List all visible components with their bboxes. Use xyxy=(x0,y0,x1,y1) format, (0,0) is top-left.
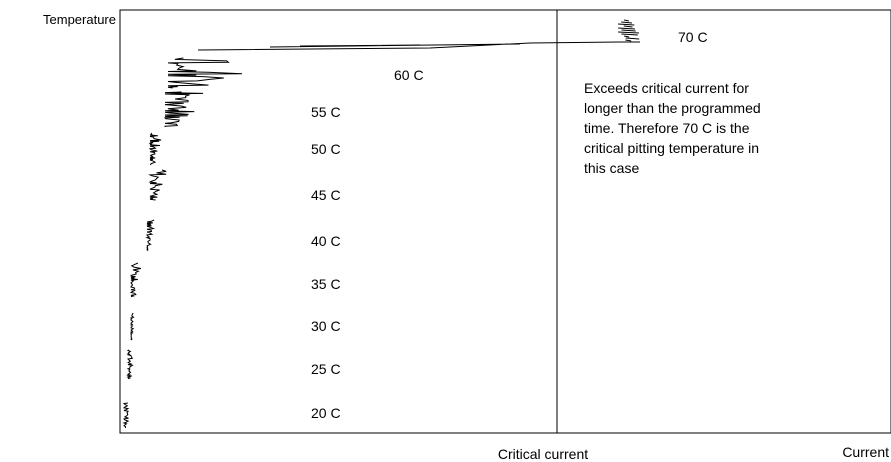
annotation-line: time. Therefore 70 C is the xyxy=(584,120,750,136)
current-trace xyxy=(148,169,167,201)
temperature-label: 35 C xyxy=(311,276,341,292)
critical-current-label: Critical current xyxy=(498,446,588,462)
temperature-labels: 20 C 25 C 30 C 35 C 40 C 45 C 50 C 55 C 60 C 70 C xyxy=(311,29,708,421)
annotation: Exceeds critical current for longer than… xyxy=(584,80,761,176)
current-trace xyxy=(122,402,130,429)
annotation-line: Exceeds critical current for xyxy=(584,80,749,96)
plot-frame xyxy=(119,9,891,434)
current-trace xyxy=(129,312,135,341)
current-trace xyxy=(126,349,134,380)
annotation-line: longer than the programmed xyxy=(584,100,761,116)
annotation-line: critical pitting temperature in xyxy=(584,140,759,156)
current-trace xyxy=(129,262,141,298)
annotation-line: this case xyxy=(584,160,639,176)
y-axis-label: Temperature xyxy=(43,12,116,27)
current-trace xyxy=(148,132,162,166)
current-trace xyxy=(167,57,243,89)
temperature-label: 55 C xyxy=(311,104,341,120)
temperature-label: 60 C xyxy=(394,67,424,83)
current-traces xyxy=(122,19,640,429)
x-axis-label: Current xyxy=(842,444,889,460)
temperature-label: 40 C xyxy=(311,233,341,249)
temperature-label: 25 C xyxy=(311,361,341,377)
temperature-label: 45 C xyxy=(311,187,341,203)
current-trace xyxy=(164,91,204,128)
temperature-label: 70 C xyxy=(678,29,708,45)
temperature-label: 50 C xyxy=(311,141,341,157)
current-trace xyxy=(145,219,156,252)
current-trace xyxy=(197,19,640,51)
temperature-label: 30 C xyxy=(311,318,341,334)
temperature-label: 20 C xyxy=(311,405,341,421)
